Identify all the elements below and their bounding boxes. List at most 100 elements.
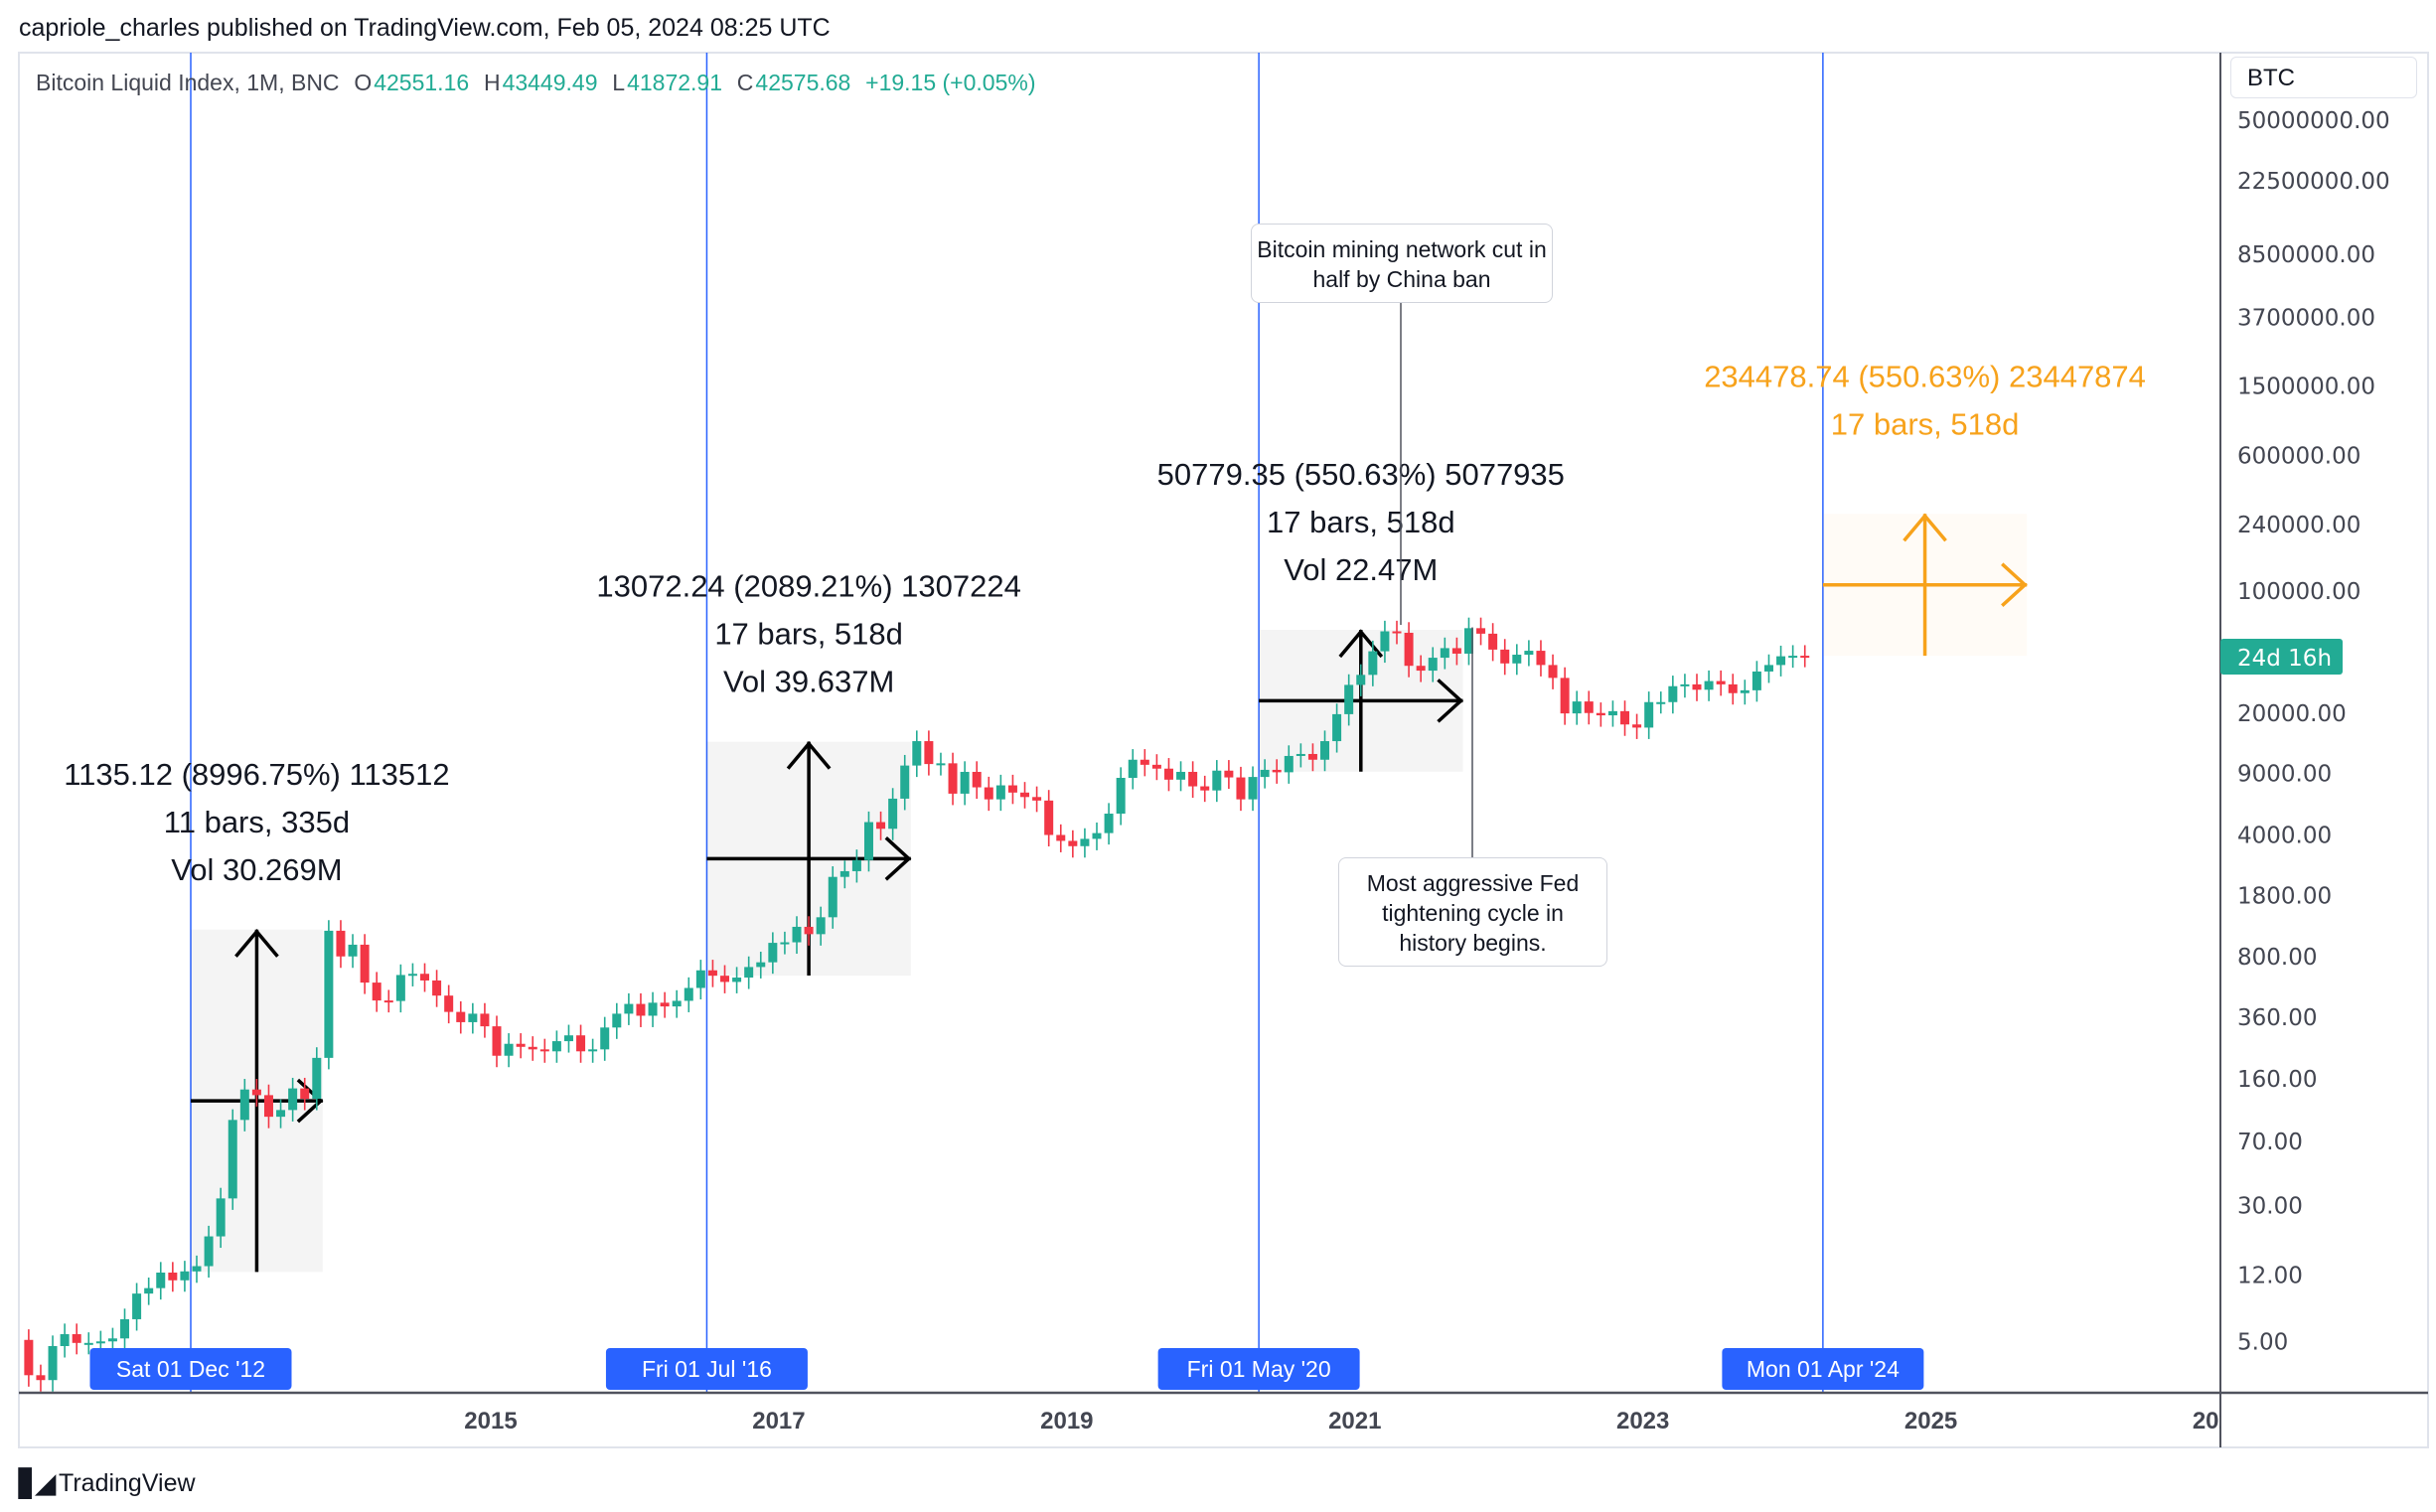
candle	[1607, 700, 1617, 727]
candle-body	[72, 1334, 81, 1343]
candle	[851, 849, 861, 883]
candle	[1151, 754, 1161, 781]
candle-body	[1260, 769, 1270, 778]
candle-body	[204, 1236, 214, 1267]
candle-body	[1140, 759, 1149, 765]
measure-tool: 1135.12 (8996.75%) 113512 11 bars, 335d Vo…	[64, 757, 450, 1273]
candle	[804, 916, 814, 946]
candle	[720, 965, 730, 993]
arrow-up-icon	[1338, 629, 1384, 659]
price-tick-label: 22500000.00	[2237, 169, 2390, 195]
candle-body	[348, 944, 358, 957]
candle-body	[1044, 800, 1054, 835]
candle	[1404, 622, 1414, 678]
candle	[1548, 654, 1558, 689]
candle-body	[1068, 840, 1078, 846]
time-marker-label: Fri 01 May '20	[1187, 1356, 1331, 1382]
time-tick-label: 2019	[1040, 1408, 1093, 1435]
open-label: O	[354, 70, 373, 95]
candle	[1416, 655, 1426, 682]
candle	[1440, 637, 1449, 670]
candle	[816, 906, 826, 946]
candle	[432, 970, 442, 1007]
candle	[1104, 803, 1114, 845]
candle-body	[1404, 632, 1414, 667]
candle-body	[276, 1110, 286, 1118]
price-tick-label: 3700000.00	[2237, 306, 2375, 332]
measure-label: Vol 39.637M	[723, 665, 894, 699]
candle	[1728, 674, 1738, 705]
candle-body	[551, 1041, 561, 1052]
candle-body	[1200, 786, 1210, 791]
candle-body	[1236, 777, 1246, 800]
time-marker-label: Fri 01 Jul '16	[642, 1356, 772, 1382]
currency-selector[interactable]: BTC	[2230, 57, 2417, 98]
candle	[132, 1283, 142, 1331]
candle-body	[660, 1002, 670, 1007]
measure-label: 17 bars, 518d	[714, 617, 903, 652]
candle-body	[588, 1049, 598, 1052]
candle	[1524, 640, 1534, 667]
candle-body	[144, 1287, 154, 1294]
candle	[1572, 690, 1582, 725]
candle-body	[83, 1342, 93, 1345]
candle-body	[444, 995, 454, 1012]
candle	[1092, 822, 1102, 850]
candle-body	[1788, 656, 1798, 659]
price-scale[interactable]: 50000000.00 22500000.00 8500000.00 3700000.…	[2237, 108, 2390, 1355]
candle-body	[456, 1011, 466, 1022]
candle	[1716, 670, 1726, 696]
measure-tool: 13072.24 (2089.21%) 1307224 17 bars, 518d…	[596, 569, 1021, 977]
candle-body	[1344, 684, 1354, 714]
candle	[612, 1002, 622, 1039]
candle-body	[732, 978, 742, 983]
candle-body	[1704, 680, 1714, 690]
candle	[1284, 745, 1294, 784]
candle-body	[1524, 651, 1534, 656]
candle	[1272, 759, 1282, 784]
candle	[1007, 774, 1017, 805]
candle-body	[1104, 814, 1114, 833]
candle-body	[180, 1271, 190, 1281]
candle	[263, 1084, 273, 1129]
candle-body	[1080, 838, 1090, 846]
candle	[36, 1364, 46, 1392]
candle	[1776, 645, 1786, 677]
candle-body	[1607, 710, 1617, 716]
candle-body	[504, 1043, 514, 1056]
candle	[576, 1024, 586, 1063]
time-tick-label: 2025	[1904, 1408, 1957, 1435]
measure-tool: 50779.35 (550.63%) 5077935 17 bars, 518d V…	[1157, 457, 1565, 772]
candle	[312, 1047, 322, 1111]
candle	[216, 1187, 226, 1249]
candle-body	[312, 1057, 322, 1100]
candle	[516, 1033, 526, 1059]
arrow-up-icon	[234, 929, 279, 958]
candle	[1428, 647, 1438, 682]
candle	[407, 963, 417, 986]
candle	[1188, 761, 1198, 799]
candle	[636, 992, 646, 1027]
time-marker-label-bg	[1157, 1348, 1360, 1390]
time-scale[interactable]: 2015 2017 2019 2021 2023 2025 2027	[464, 1408, 2245, 1435]
candle	[839, 860, 849, 889]
candle-body	[1763, 665, 1773, 672]
candle	[228, 1109, 237, 1210]
time-marker-label: Sat 01 Dec '12	[116, 1356, 265, 1382]
candle-body	[263, 1095, 273, 1118]
price-tick-label: 30.00	[2237, 1194, 2303, 1220]
candle	[251, 1079, 261, 1107]
close-label: C	[736, 70, 754, 95]
candle	[756, 952, 766, 979]
candle-body	[900, 765, 910, 799]
candle	[1068, 830, 1078, 858]
measure-label: 50779.35 (550.63%) 5077935	[1157, 457, 1565, 492]
candle	[1488, 623, 1498, 662]
candle-body	[972, 771, 982, 788]
candle	[420, 963, 430, 992]
candle-body	[960, 771, 970, 794]
candle	[732, 967, 742, 993]
candle-body	[672, 1000, 682, 1007]
candle	[1632, 713, 1642, 739]
